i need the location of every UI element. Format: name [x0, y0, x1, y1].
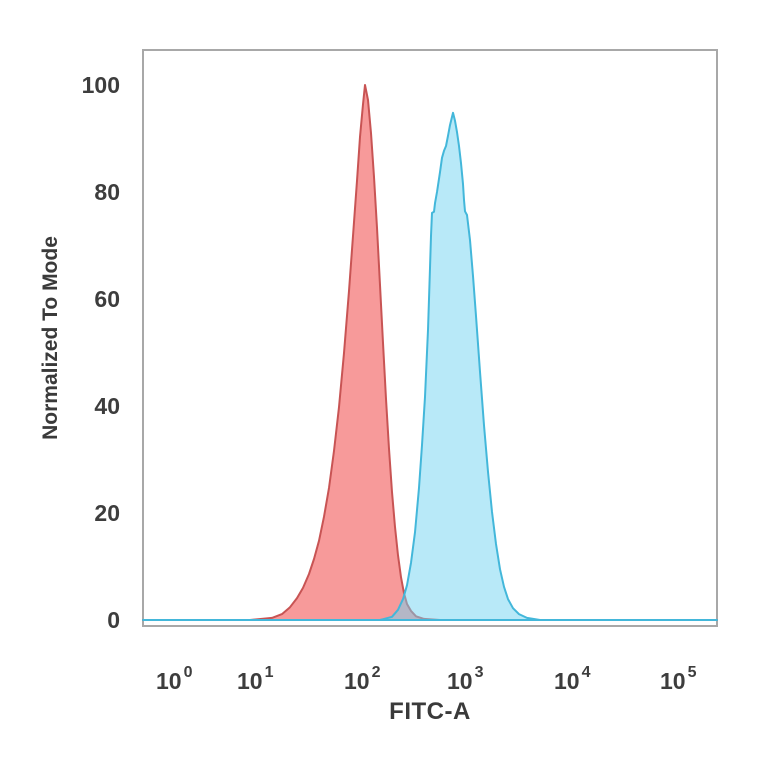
y-tick-label: 40: [94, 393, 120, 419]
x-tick-label: 10 4: [554, 664, 591, 694]
y-tick-label: 60: [94, 286, 120, 312]
y-tick-label: 80: [94, 179, 120, 205]
y-tick-label: 0: [107, 607, 120, 633]
x-tick-label: 10 3: [447, 664, 484, 694]
x-tick-label: 10 5: [660, 664, 697, 694]
x-axis-title: FITC-A: [389, 698, 471, 725]
y-tick-label: 20: [94, 500, 120, 526]
blue-series-path: [142, 111, 718, 621]
y-axis-title: Normalized To Mode: [39, 236, 62, 440]
y-tick-label: 100: [82, 72, 120, 98]
x-axis-tick-labels: 10 0 10 1 10 2 10 3 10 4 10 5: [156, 664, 697, 694]
x-tick-label: 10 0: [156, 664, 193, 694]
y-axis-tick-labels: 0 20 40 60 80 100: [82, 72, 120, 633]
x-tick-label: 10 2: [344, 664, 381, 694]
x-tick-label: 10 1: [237, 664, 274, 694]
